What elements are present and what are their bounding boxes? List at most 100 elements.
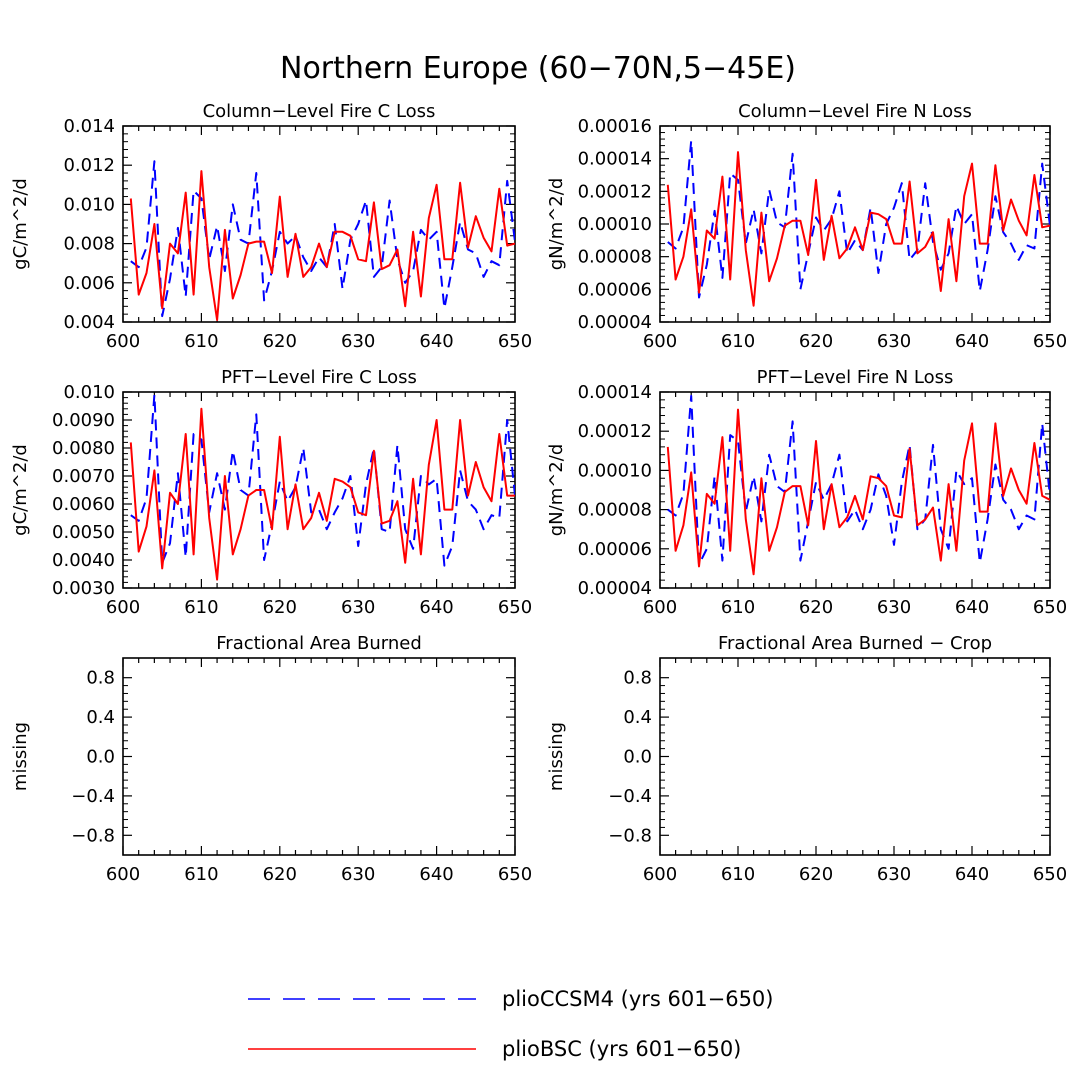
- y-axis-label: gC/m^2/d: [10, 444, 31, 536]
- x-tick-label: 630: [877, 864, 911, 885]
- x-tick-label: 650: [498, 864, 532, 885]
- y-tick-label: 0.012: [63, 155, 115, 176]
- plot-frame: [122, 391, 516, 589]
- y-tick-label: 0.00010: [578, 214, 652, 235]
- y-tick-label: 0.010: [63, 382, 115, 403]
- x-tick-label: 640: [955, 864, 989, 885]
- panel-title: Column−Level Fire C Loss: [203, 101, 436, 122]
- y-tick-label: 0.0: [623, 747, 652, 768]
- y-tick-label: 0.00010: [578, 460, 652, 481]
- y-tick-label: 0.0090: [52, 410, 115, 431]
- x-tick-label: 610: [721, 597, 755, 618]
- y-tick-label: 0.0: [86, 747, 115, 768]
- y-axis-label: missing: [546, 722, 567, 791]
- plot-frame: [659, 125, 1051, 323]
- x-tick-label: 600: [106, 864, 140, 885]
- legend-label: plioCCSM4 (yrs 601−650): [502, 987, 773, 1011]
- x-tick-label: 620: [799, 331, 833, 352]
- x-tick-label: 620: [799, 864, 833, 885]
- x-tick-label: 600: [643, 331, 677, 352]
- panel-title: PFT−Level Fire N Loss: [757, 367, 954, 388]
- panel-title: Fractional Area Burned − Crop: [718, 633, 992, 654]
- legend-label: plioBSC (yrs 601−650): [502, 1037, 741, 1061]
- chart-panel-6: Fractional Area Burned − Crop missing 600 6…: [546, 633, 1067, 885]
- panels: Column−Level Fire C Loss gC/m^2/d 600 610 62…: [10, 101, 1067, 885]
- y-tick-label: 0.00006: [578, 539, 652, 560]
- y-tick-label: 0.00008: [578, 500, 652, 521]
- x-tick-label: 620: [263, 864, 297, 885]
- series-line-pliobsc: [666, 408, 1050, 576]
- y-axis-label: gN/m^2/d: [546, 444, 567, 537]
- legend-entry: plioBSC (yrs 601−650): [248, 1037, 741, 1061]
- y-tick-label: 0.00004: [578, 312, 652, 333]
- y-tick-label: 0.0030: [52, 578, 115, 599]
- x-tick-label: 630: [341, 864, 375, 885]
- x-tick-label: 600: [643, 864, 677, 885]
- y-tick-label: 0.0040: [52, 550, 115, 571]
- y-tick-label: 0.00014: [578, 149, 652, 170]
- chart-panel-4: PFT−Level Fire N Loss gN/m^2/d 600 610 620 63…: [546, 367, 1067, 618]
- x-tick-label: 640: [419, 864, 453, 885]
- x-tick-label: 610: [721, 331, 755, 352]
- chart-panel-1: Column−Level Fire C Loss gC/m^2/d 600 610 62…: [10, 101, 532, 352]
- x-tick-label: 600: [106, 597, 140, 618]
- y-axis-label: missing: [10, 722, 31, 791]
- x-tick-label: 640: [955, 331, 989, 352]
- series-line-plioccsm4: [130, 160, 515, 318]
- panel-title: Fractional Area Burned: [216, 633, 422, 654]
- y-tick-label: 0.8: [623, 668, 652, 689]
- series-line-pliobsc: [129, 407, 515, 581]
- x-tick-label: 650: [1033, 864, 1067, 885]
- x-tick-label: 610: [721, 864, 755, 885]
- series-line-pliobsc: [666, 151, 1050, 307]
- plot-frame: [122, 657, 516, 856]
- plot-frame: [659, 391, 1051, 589]
- figure-title: Northern Europe (60−70N,5−45E): [280, 51, 796, 86]
- legend-entry: plioCCSM4 (yrs 601−650): [248, 987, 773, 1011]
- x-tick-label: 650: [1033, 331, 1067, 352]
- y-tick-label: 0.00016: [578, 116, 652, 137]
- x-tick-label: 640: [419, 597, 453, 618]
- x-tick-label: 630: [877, 331, 911, 352]
- y-axis-label: gC/m^2/d: [10, 178, 31, 270]
- x-tick-label: 610: [184, 331, 218, 352]
- y-tick-label: 0.00008: [578, 247, 652, 268]
- series-line-pliobsc: [129, 170, 515, 321]
- y-tick-label: 0.00004: [578, 578, 652, 599]
- x-tick-label: 600: [643, 597, 677, 618]
- series-line-plioccsm4: [130, 393, 515, 567]
- y-tick-label: 0.0080: [52, 438, 115, 459]
- y-tick-label: 0.004: [63, 312, 115, 333]
- y-tick-label: 0.0060: [52, 494, 115, 515]
- chart-panel-5: Fractional Area Burned missing 600 610 620 63…: [10, 633, 532, 885]
- y-tick-label: 0.014: [63, 116, 115, 137]
- x-tick-label: 640: [419, 331, 453, 352]
- x-tick-label: 630: [877, 597, 911, 618]
- y-tick-label: 0.010: [63, 194, 115, 215]
- x-tick-label: 620: [799, 597, 833, 618]
- x-tick-label: 600: [106, 331, 140, 352]
- y-tick-label: 0.00014: [578, 382, 652, 403]
- x-tick-label: 650: [498, 331, 532, 352]
- y-tick-label: 0.006: [63, 273, 115, 294]
- x-tick-label: 620: [263, 331, 297, 352]
- y-tick-label: 0.008: [63, 234, 115, 255]
- y-tick-label: 0.00012: [578, 181, 652, 202]
- x-tick-label: 610: [184, 864, 218, 885]
- y-axis-label: gN/m^2/d: [546, 178, 567, 271]
- chart-panel-3: PFT−Level Fire C Loss gC/m^2/d 600 610 620 63…: [10, 367, 532, 618]
- plot-frame: [122, 125, 516, 323]
- y-tick-label: 0.00012: [578, 421, 652, 442]
- y-tick-label: −0.8: [608, 825, 652, 846]
- x-tick-label: 640: [955, 597, 989, 618]
- y-tick-label: −0.8: [71, 825, 115, 846]
- y-tick-label: −0.4: [71, 786, 115, 807]
- panel-title: Column−Level Fire N Loss: [738, 101, 972, 122]
- y-tick-label: 0.00006: [578, 279, 652, 300]
- y-tick-label: 0.0050: [52, 522, 115, 543]
- chart-panel-2: Column−Level Fire N Loss gN/m^2/d 600 610 62…: [546, 101, 1067, 352]
- x-tick-label: 630: [341, 597, 375, 618]
- y-tick-label: 0.4: [623, 707, 652, 728]
- panel-title: PFT−Level Fire C Loss: [221, 367, 417, 388]
